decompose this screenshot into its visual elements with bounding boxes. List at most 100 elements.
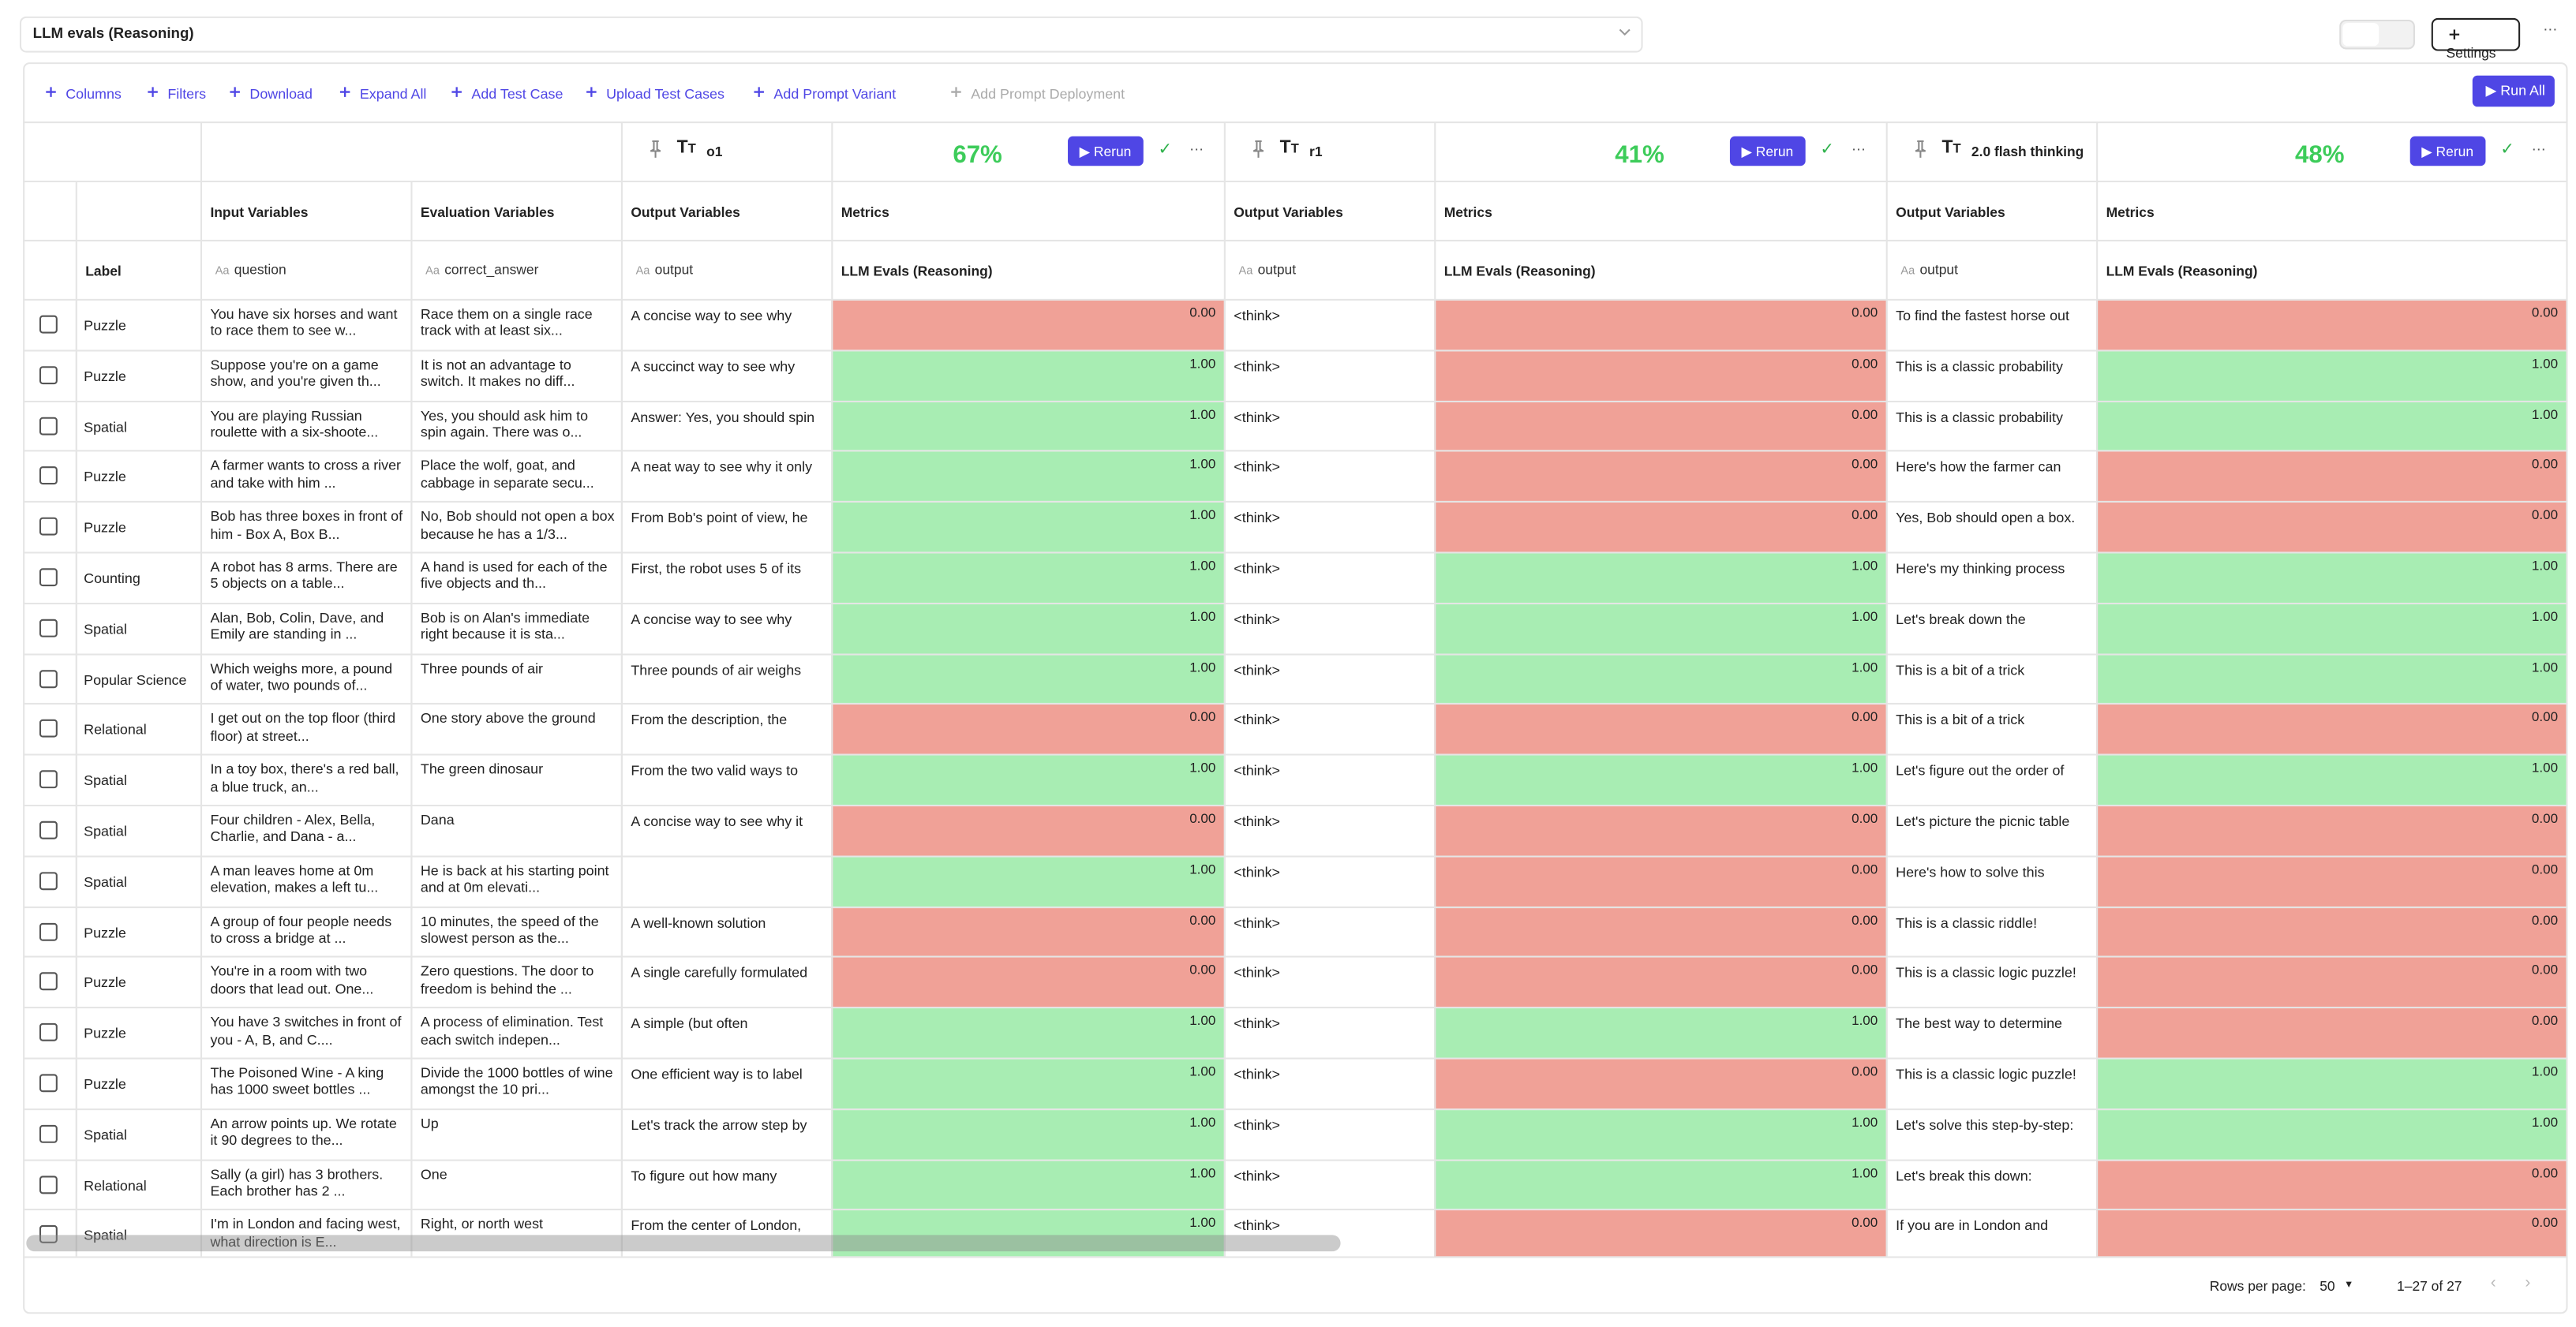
column-line [1223, 553, 1226, 604]
output-cell: The best way to determine [1896, 1015, 2062, 1032]
rerun-button[interactable]: ▶ Rerun [2409, 136, 2486, 166]
pin-icon[interactable] [1912, 140, 1929, 163]
column-line [1885, 1210, 1888, 1257]
settings-button[interactable]: Settings [2431, 17, 2521, 61]
metric-cell [831, 1160, 1224, 1209]
more-button[interactable]: ⋯ [2543, 21, 2558, 38]
row-checkbox[interactable] [39, 871, 58, 890]
metric-cell [1434, 1109, 1886, 1159]
metric-score: 1.00 [1852, 761, 1878, 776]
metric-score: 0.00 [2531, 1216, 2559, 1231]
column-line [1885, 654, 1888, 705]
metric-cell [1434, 1008, 1886, 1058]
more-button[interactable]: ⋯ [2531, 141, 2546, 158]
column-line [200, 402, 203, 453]
row-line [23, 753, 2567, 756]
metric-cell [2096, 1008, 2567, 1058]
next-page[interactable]: › [2525, 1274, 2531, 1293]
view-toggle[interactable] [2339, 19, 2415, 50]
toolbar-button[interactable]: Upload Test Cases [583, 84, 724, 102]
output-cell: To find the fastest horse out [1896, 307, 2069, 324]
question-cell: Which weighs more, a pound of water, two… [210, 659, 393, 693]
column-line [620, 351, 623, 402]
column-line [2096, 705, 2099, 756]
metric-header: LLM Evals (Reasoning) [1443, 263, 1596, 279]
row-checkbox[interactable] [39, 1023, 58, 1042]
rows-per-page-select[interactable]: 50 [2320, 1277, 2335, 1295]
column-line [200, 857, 203, 908]
metric-score: 1.00 [1189, 608, 1216, 624]
output-cell: <think> [1234, 863, 1280, 880]
metric-cell [831, 503, 1224, 552]
row-checkbox[interactable] [39, 315, 58, 334]
toolbar-button[interactable]: Add Test Case [448, 84, 563, 102]
answer-cell: He is back at his starting point and at … [420, 862, 609, 895]
metric-score: 1.00 [1189, 1114, 1216, 1130]
select-caret[interactable]: ▾ [2346, 1279, 2352, 1291]
type-icon: TT [676, 137, 696, 158]
pin-icon[interactable] [1250, 140, 1267, 163]
more-button[interactable]: ⋯ [1189, 141, 1204, 158]
run-all-button[interactable]: ▶ Run All [2472, 75, 2555, 107]
toolbar-button[interactable]: Filters [144, 84, 206, 102]
row-checkbox[interactable] [39, 669, 58, 688]
row-line [23, 298, 2567, 301]
column-line [2096, 452, 2099, 503]
row-checkbox[interactable] [39, 1124, 58, 1143]
row-checkbox[interactable] [39, 466, 58, 485]
metric-score: 0.00 [2531, 507, 2559, 523]
column-line [75, 1109, 77, 1161]
toolbar-button[interactable]: Download [227, 84, 313, 102]
metric-cell [2096, 755, 2567, 805]
type-icon: Aa [1238, 266, 1253, 278]
metric-score: 1.00 [2531, 608, 2559, 624]
column-line [75, 755, 77, 807]
row-line [23, 180, 2567, 183]
row-line [23, 501, 2567, 503]
row-checkbox[interactable] [39, 1074, 58, 1093]
rerun-button[interactable]: ▶ Rerun [1729, 136, 1806, 166]
column-line [1223, 351, 1226, 402]
row-checkbox[interactable] [39, 922, 58, 940]
column-line [410, 755, 413, 807]
row-checkbox[interactable] [39, 365, 58, 384]
check-icon: ✓ [2500, 141, 2514, 159]
row-checkbox[interactable] [39, 416, 58, 435]
column-line [831, 351, 833, 402]
prev-page[interactable]: ‹ [2490, 1274, 2496, 1293]
column-line [75, 553, 77, 604]
column-line [1885, 907, 1888, 959]
row-checkbox[interactable] [39, 619, 58, 637]
column-line [620, 705, 623, 756]
column-line [200, 705, 203, 756]
pin-icon[interactable] [647, 140, 664, 163]
toolbar-button[interactable]: Add Prompt Variant [751, 84, 896, 102]
metric-score: 1.00 [1189, 862, 1216, 877]
output-cell: Let's solve this step-by-step: [1896, 1116, 2074, 1133]
column-line [2096, 857, 2099, 908]
row-checkbox[interactable] [39, 1225, 58, 1244]
toolbar-button[interactable]: Expand All [337, 84, 426, 102]
output-cell: Here's how to solve this [1896, 863, 2045, 880]
output-cell: <think> [1234, 1217, 1280, 1235]
metric-score: 0.00 [2531, 963, 2559, 978]
more-button[interactable]: ⋯ [1851, 141, 1866, 158]
toolbar-button[interactable]: Columns [43, 84, 122, 102]
column-line [1223, 402, 1226, 453]
chevron[interactable] [1618, 23, 1631, 43]
row-checkbox[interactable] [39, 973, 58, 992]
scrollbar[interactable] [26, 1235, 1341, 1252]
metric-score: 1.00 [1852, 608, 1878, 624]
column-line [2096, 300, 2099, 352]
row-checkbox[interactable] [39, 720, 58, 738]
metric-score: 1.00 [1189, 659, 1216, 675]
row-checkbox[interactable] [39, 770, 58, 789]
row-checkbox[interactable] [39, 568, 58, 587]
column-line [410, 604, 413, 655]
output-cell: Let's break this down: [1896, 1167, 2032, 1183]
row-checkbox[interactable] [39, 1175, 58, 1194]
rerun-button[interactable]: ▶ Rerun [1068, 136, 1144, 166]
title-box[interactable] [19, 16, 1643, 53]
row-checkbox[interactable] [39, 518, 58, 536]
row-checkbox[interactable] [39, 820, 58, 839]
